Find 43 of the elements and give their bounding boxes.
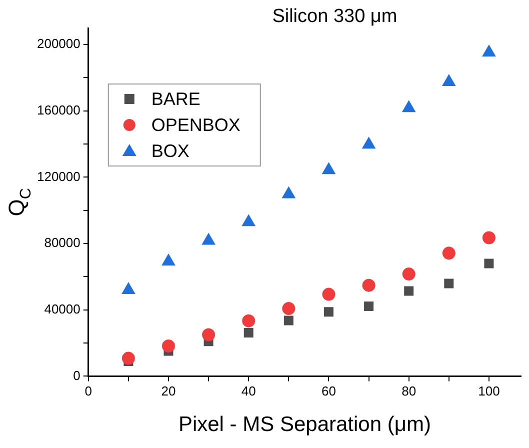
point xyxy=(282,302,296,316)
y-tick-label: 0 xyxy=(73,368,80,383)
point xyxy=(444,278,454,288)
x-tick-label: 0 xyxy=(84,384,92,399)
point xyxy=(242,314,256,328)
x-tick-label: 20 xyxy=(161,384,176,399)
x-tick-label: 40 xyxy=(241,384,256,399)
point xyxy=(362,278,376,292)
point xyxy=(322,162,336,174)
point xyxy=(244,328,254,338)
y-tick-label: 160000 xyxy=(36,102,80,118)
point xyxy=(482,45,496,57)
x-tick-label: 80 xyxy=(402,384,416,399)
point xyxy=(404,286,414,296)
point xyxy=(484,258,494,268)
legend-label: BOX xyxy=(151,140,190,161)
point xyxy=(284,316,294,326)
point xyxy=(362,137,376,149)
legend-label: BARE xyxy=(151,88,200,109)
point xyxy=(282,186,296,198)
x-tick-label: 100 xyxy=(478,384,500,399)
point xyxy=(364,301,374,311)
legend-label: OPENBOX xyxy=(151,114,240,135)
point xyxy=(324,307,334,317)
y-axis-title: QC xyxy=(4,188,35,216)
y-tick-label: 40000 xyxy=(44,301,80,316)
chart-title: Silicon 330 μm xyxy=(272,6,398,27)
point xyxy=(442,246,456,260)
point xyxy=(202,328,216,342)
point xyxy=(202,233,216,245)
point xyxy=(162,340,175,353)
point xyxy=(402,100,416,112)
y-tick-label: 120000 xyxy=(36,168,80,184)
y-tick-label: 200000 xyxy=(36,36,80,52)
point xyxy=(322,288,336,301)
point xyxy=(242,214,256,226)
y-tick-label: 80000 xyxy=(44,235,80,250)
point xyxy=(482,231,496,244)
point xyxy=(442,74,456,86)
x-axis-title: Pixel - MS Separation (μm) xyxy=(178,413,431,436)
point xyxy=(122,352,135,365)
x-tick-label: 60 xyxy=(321,384,336,399)
point xyxy=(402,268,416,281)
